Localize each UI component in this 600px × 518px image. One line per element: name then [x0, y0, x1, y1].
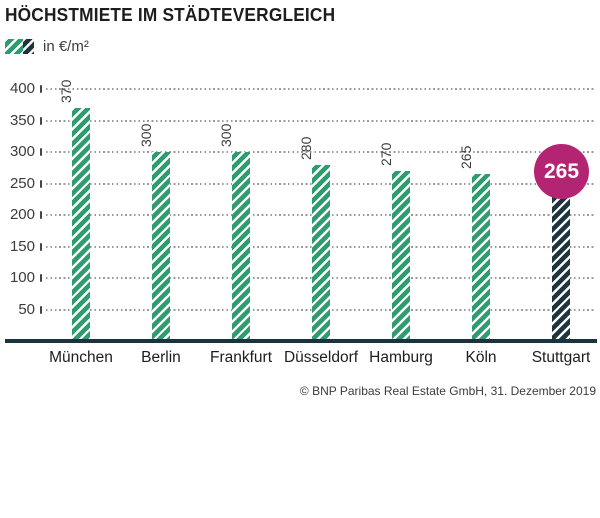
x-axis-label-berlin: Berlin	[141, 349, 181, 366]
y-axis-tick-label: 300	[9, 143, 35, 160]
y-axis-tick-mark	[40, 305, 42, 314]
highlight-badge: 265	[534, 144, 589, 199]
bar-value-label: 300	[137, 123, 154, 147]
bar-berlin	[152, 152, 170, 341]
x-axis-label-köln: Köln	[465, 349, 497, 366]
y-axis-tick-mark	[40, 85, 42, 93]
bar-value-label: 270	[377, 142, 394, 166]
legend: in €/m²	[5, 37, 89, 55]
x-axis-label-frankfurt: Frankfurt	[209, 349, 272, 366]
bar-frankfurt	[232, 152, 250, 341]
legend-label: in €/m²	[43, 37, 89, 55]
legend-swatch-green-stripes	[5, 38, 23, 54]
legend-swatch-dark-stripes	[23, 38, 34, 54]
y-axis-tick-label: 50	[18, 300, 35, 318]
legend-swatch-icon	[5, 38, 34, 54]
y-axis-tick-label: 200	[9, 206, 35, 223]
x-axis-baseline	[5, 339, 597, 343]
source-text: © BNP Paribas Real Estate GmbH, 31. Deze…	[299, 384, 596, 398]
bar-düsseldorf	[312, 164, 330, 341]
y-axis-tick-mark	[40, 116, 42, 125]
gridline	[46, 119, 594, 122]
y-axis-tick-label: 400	[9, 80, 35, 97]
y-axis-tick-mark	[40, 274, 42, 282]
x-axis-label-düsseldorf: Düsseldorf	[283, 349, 359, 366]
bar-hamburg	[392, 170, 410, 341]
y-axis-tick-mark	[40, 242, 42, 251]
y-axis-tick-label: 250	[9, 174, 35, 192]
bar-value-label: 265	[457, 145, 474, 170]
bar-value-label: 280	[297, 136, 314, 160]
y-axis-tick-mark	[40, 211, 42, 219]
y-axis-tick-mark	[40, 148, 42, 156]
x-axis-label-hamburg: Hamburg	[369, 349, 433, 366]
y-axis-tick-label: 350	[9, 111, 35, 129]
x-axis-label-stuttgart: Stuttgart	[531, 349, 591, 366]
bar-value-label: 300	[217, 123, 234, 147]
bar-münchen	[72, 107, 90, 341]
bar-value-label: 370	[57, 79, 74, 103]
chart-title: HÖCHSTMIETE IM STÄDTEVERGLEICH	[5, 5, 336, 25]
y-axis-tick-mark	[40, 179, 42, 188]
gridline	[46, 88, 594, 90]
x-axis-label-münchen: München	[49, 349, 113, 366]
y-axis-tick-label: 150	[9, 237, 35, 255]
bar-köln	[472, 174, 490, 341]
y-axis-tick-label: 100	[9, 269, 35, 286]
bar-stuttgart	[552, 174, 570, 341]
gridline	[46, 151, 594, 153]
